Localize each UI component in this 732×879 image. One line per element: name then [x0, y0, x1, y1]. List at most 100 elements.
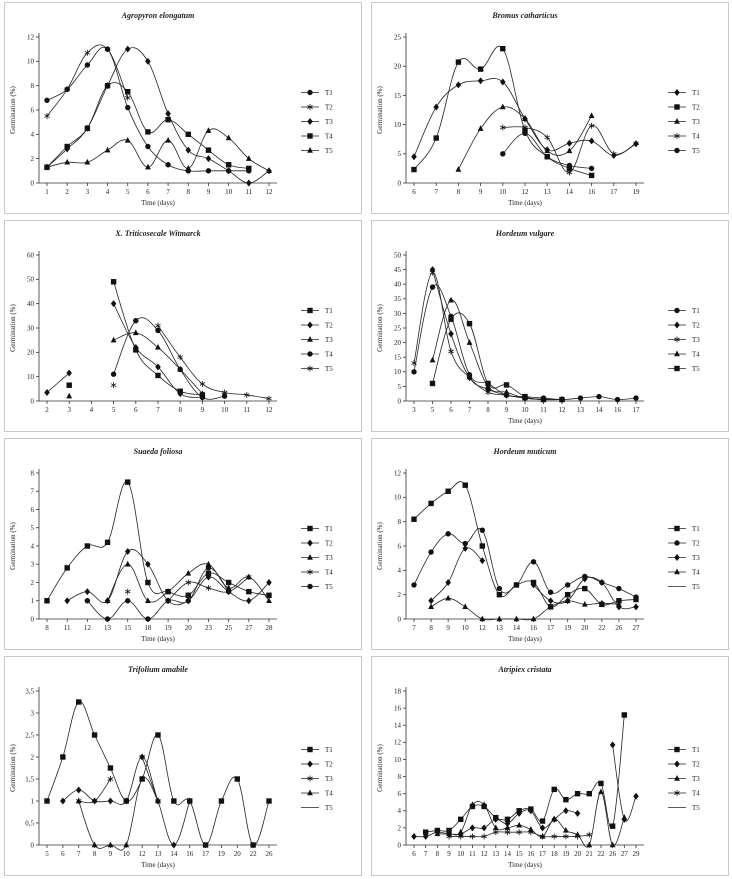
legend-label: T1	[692, 746, 700, 754]
data-point	[225, 162, 232, 168]
x-tick-label: 11	[243, 406, 250, 414]
legend-item-t4: T4	[301, 568, 333, 576]
legend-item-t1: T1	[668, 307, 700, 315]
legend-marker	[674, 147, 680, 154]
x-tick-label: 4	[90, 406, 94, 414]
data-point	[586, 790, 592, 797]
y-tick-label: 1	[31, 597, 35, 605]
legend-item-t2: T2	[301, 103, 333, 111]
x-tick-label: 16	[614, 406, 622, 414]
data-point	[588, 172, 595, 179]
legend-item-t4: T4	[301, 132, 333, 140]
x-tick-label: 27	[245, 624, 253, 632]
data-point	[516, 829, 522, 836]
chart-title: X. Triticosecale Witmarck	[114, 229, 200, 238]
data-point	[547, 603, 554, 610]
legend-marker	[674, 104, 680, 110]
data-point	[469, 801, 476, 808]
legend-label: T2	[325, 761, 333, 769]
x-tick-label: 11	[469, 850, 476, 858]
data-point	[110, 371, 117, 377]
data-point	[469, 824, 476, 832]
x-tick-label: 4	[106, 188, 110, 196]
legend-item-t5: T5	[301, 147, 333, 155]
y-tick-label: 2	[398, 591, 402, 599]
data-point	[225, 134, 232, 141]
data-point	[544, 154, 550, 160]
chart-panel-hordeum-muticum: Hordeum muticum 0 2 4 6 8 10 12 7 8 9 10 12 13 14 16 17 1…	[371, 438, 729, 650]
legend-label: T4	[325, 350, 333, 358]
data-point	[609, 741, 616, 749]
y-tick-label: 6	[398, 542, 402, 550]
chart-title: Atripiex cristata	[497, 665, 551, 674]
x-tick-label: 25	[225, 624, 233, 632]
x-tick-label: 9	[479, 188, 483, 196]
data-point	[448, 296, 454, 303]
data-point	[563, 796, 569, 803]
chart-panel-hordeum-vulgare: Hordeum vulgare 0 5 10 15 20 25 30 35 40 45 50 3 5 6 7 8…	[371, 220, 729, 432]
data-point	[139, 754, 145, 760]
legend-item-t1: T1	[668, 89, 700, 97]
chart-title: Suaeda foliosa	[134, 447, 183, 456]
data-point	[245, 155, 252, 161]
legend-marker	[307, 307, 313, 314]
legend-label: T1	[692, 307, 700, 315]
legend-item-t4: T4	[668, 132, 700, 140]
series-t4	[110, 317, 228, 401]
x-tick-label: 22	[598, 624, 606, 632]
data-point	[246, 179, 252, 187]
x-tick-label: 8	[187, 188, 191, 196]
data-point	[428, 603, 434, 610]
x-tick-label: 26	[609, 850, 617, 858]
legend-item-t5: T5	[301, 365, 333, 373]
y-tick-label: 7	[31, 488, 35, 496]
data-point	[574, 833, 581, 840]
x-tick-label: 14	[504, 850, 512, 858]
series-line	[46, 372, 70, 393]
data-point	[145, 143, 151, 150]
x-tick-label: 22	[597, 850, 605, 858]
data-point	[266, 579, 272, 586]
x-tick-label: 8	[486, 406, 490, 414]
x-tick-label: 6	[146, 188, 150, 196]
x-tick-label: 9	[207, 188, 211, 196]
data-point	[266, 798, 272, 804]
data-point	[540, 396, 547, 403]
y-tick-label: 10	[27, 58, 35, 66]
x-tick-label: 17	[539, 850, 547, 858]
series-t1	[44, 699, 272, 848]
x-tick-label: 7	[412, 624, 416, 632]
series-t1	[411, 284, 639, 403]
data-point	[107, 841, 114, 848]
y-tick-label: 2	[31, 579, 35, 587]
data-point	[433, 135, 439, 141]
chart-panel-bromus-catharticus: Bromus catharticus 0 5 10 15 20 25 6 7 8 9 10 12 13 14…	[371, 2, 729, 214]
x-tick-label: 21	[586, 850, 594, 858]
x-tick-label: 16	[527, 850, 535, 858]
data-point	[44, 598, 50, 604]
x-tick-label: 9	[201, 406, 205, 414]
data-point	[266, 592, 272, 598]
data-point	[479, 615, 486, 622]
series-t1	[411, 481, 639, 610]
y-tick-label: 4	[31, 542, 35, 550]
legend-label: T5	[325, 147, 333, 155]
data-point	[266, 597, 272, 603]
data-point	[177, 354, 183, 361]
data-point	[503, 388, 510, 395]
y-tick-label: 0	[31, 841, 35, 849]
data-point	[462, 603, 469, 610]
data-point	[448, 348, 454, 355]
chart-svg-2: X. Triticosecale Witmarck 0 10 20 30 40 50 60 2 3…	[9, 229, 333, 414]
legend-label: T2	[692, 761, 700, 769]
x-tick-label: 6	[449, 406, 453, 414]
data-point	[547, 597, 554, 605]
series-t5	[500, 130, 595, 172]
y-tick-label: 30	[27, 324, 35, 332]
y-tick-label: 6	[31, 506, 35, 514]
data-point	[155, 322, 161, 329]
legend-marker	[307, 746, 313, 753]
x-tick-label: 13	[496, 624, 504, 632]
legend-item-t5: T5	[668, 583, 700, 591]
